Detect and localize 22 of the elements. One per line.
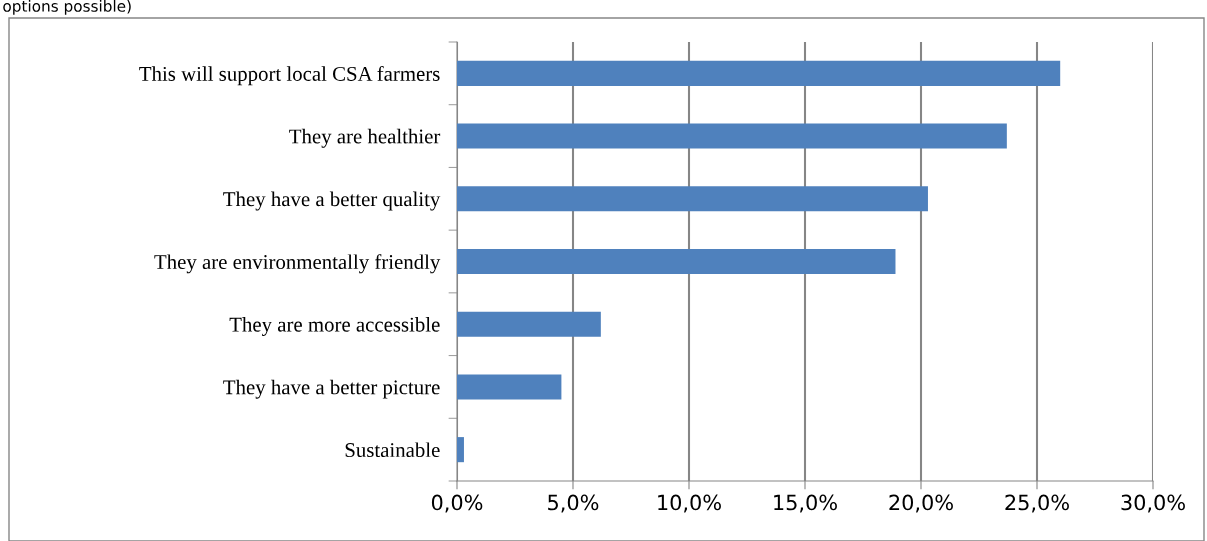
x-tick-label: 10,0% [658,494,721,513]
y-tick-label: Sustainable [345,442,440,458]
bar [457,374,562,400]
y-tick-label: This will support local CSA farmers [139,66,440,86]
x-tick-label: 0,0% [431,494,483,513]
bar [457,60,1061,86]
bar [457,248,896,275]
x-tick-label: 5,0% [548,494,599,513]
y-tick-label: They have a better quality [223,191,441,211]
x-tick-label: 15,0% [774,494,837,513]
x-tick-label: 30,0% [1121,494,1185,513]
y-tick-label: They are more accessible [229,316,440,336]
bar [457,186,928,212]
x-tick-label: 20,0% [889,494,953,513]
y-tick-label: They are healthier [289,128,441,148]
y-tick-label: They are environmentally friendly [154,254,441,274]
bar [457,123,1007,149]
y-tick-label: They have a better picture [223,379,440,399]
x-tick-label: 25,0% [1005,494,1069,513]
bar [457,311,601,337]
bar [457,437,464,463]
text: options possible) [3,0,131,15]
